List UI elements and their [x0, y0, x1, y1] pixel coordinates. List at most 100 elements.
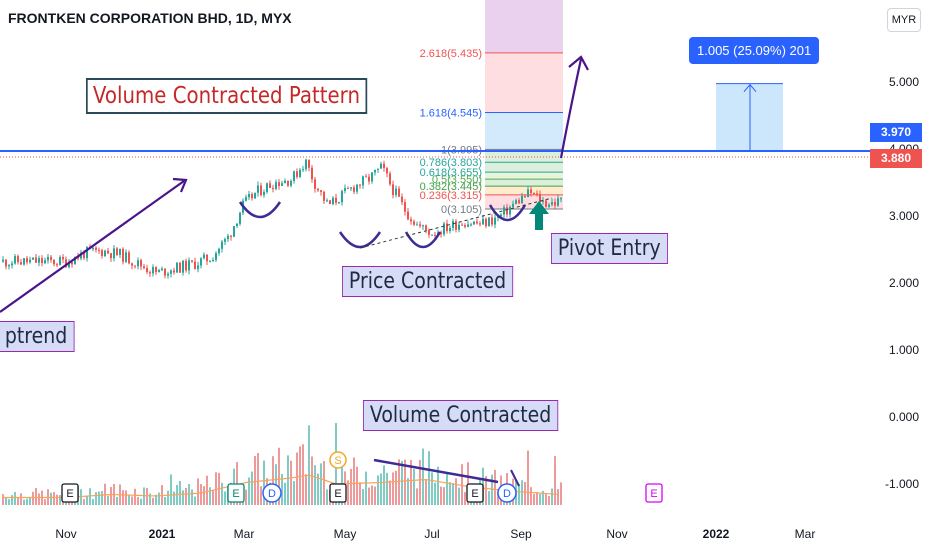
volume-bar: [89, 488, 91, 505]
volume-contracted-pattern-label: Volume Contracted Pattern: [86, 78, 367, 114]
candle-body: [332, 197, 334, 205]
volume-bar: [389, 480, 391, 505]
event-marker-label: D: [268, 488, 276, 500]
volume-bar: [188, 484, 190, 505]
candle-body: [116, 248, 118, 255]
uptrend-arrowhead: [172, 177, 188, 193]
candle-body: [446, 223, 448, 232]
volume-bar: [251, 471, 253, 505]
fib-zone: [485, 149, 563, 163]
pivot-arrow: [529, 201, 549, 230]
volume-bar: [254, 455, 256, 505]
candle-body: [455, 221, 457, 230]
candle-body: [200, 258, 202, 266]
candle-body: [452, 221, 454, 228]
fib-zone: [485, 179, 563, 187]
volume-bar: [455, 478, 457, 505]
candle-body: [548, 204, 550, 207]
volume-bar: [560, 482, 562, 505]
volume-bar: [143, 487, 145, 505]
volume-bar: [281, 473, 283, 505]
volume-bar: [125, 490, 127, 505]
volume-bar: [524, 481, 526, 505]
volume-bar: [296, 452, 298, 505]
candle-body: [350, 187, 352, 189]
volume-bar: [116, 496, 118, 505]
x-tick-label: Nov: [55, 527, 76, 541]
candle-body: [365, 176, 367, 178]
candle-body: [449, 227, 451, 232]
candle-body: [203, 254, 205, 259]
volume-bar: [497, 490, 499, 505]
event-marker-earnings: [227, 483, 245, 503]
volume-bar: [425, 479, 427, 505]
candle-body: [17, 256, 19, 263]
volume-bar: [56, 494, 58, 505]
volume-bar: [83, 499, 85, 505]
candle-body: [83, 252, 85, 259]
candle-body: [494, 217, 496, 225]
candle-body: [38, 258, 40, 263]
contraction-arc: [488, 204, 527, 222]
volume-bar: [461, 464, 463, 505]
contraction-arc: [338, 231, 382, 249]
volume-bar: [464, 492, 466, 505]
fib-level-label: 0.618(3.655): [420, 167, 482, 179]
candle-body: [158, 270, 160, 273]
volume-bar: [527, 450, 529, 505]
candle-body: [380, 163, 382, 169]
candle-body: [107, 250, 109, 254]
volume-bar: [158, 492, 160, 505]
pivot-entry-label: Pivot Entry: [551, 233, 668, 264]
candle-body: [260, 185, 262, 196]
volume-bar: [407, 478, 409, 505]
volume-bar: [290, 460, 292, 505]
candle-body: [62, 256, 64, 260]
price-tag-resistance: 3.970: [870, 123, 922, 142]
volume-bar: [419, 459, 421, 505]
candle-body: [341, 190, 343, 203]
candle-body: [140, 260, 142, 267]
candle-body: [2, 259, 4, 262]
candle-body: [434, 234, 436, 236]
volume-bar: [353, 457, 355, 505]
volume-bar: [167, 490, 169, 505]
candle-body: [467, 224, 469, 227]
candle-body: [485, 218, 487, 227]
candle-body: [173, 270, 175, 273]
candle-body: [212, 259, 214, 262]
candle-body: [542, 200, 544, 203]
volume-bar: [278, 447, 280, 505]
volume-bar: [416, 488, 418, 505]
volume-bar: [146, 487, 148, 505]
candle-body: [275, 182, 277, 190]
volume-bar: [53, 492, 55, 505]
volume-bar: [320, 463, 322, 505]
volume-bar: [371, 485, 373, 505]
volume-bar: [386, 472, 388, 505]
volume-bar: [245, 489, 247, 505]
candle-body: [533, 193, 535, 195]
price-contracted-label: Price Contracted: [342, 266, 513, 297]
candle-body: [182, 260, 184, 273]
candle-body: [359, 184, 361, 186]
currency-selector[interactable]: MYR: [887, 8, 921, 32]
candle-body: [29, 259, 31, 263]
volume-bar: [212, 490, 214, 505]
candle-body: [119, 248, 121, 255]
fib-zone: [485, 172, 563, 180]
candle-body: [521, 195, 523, 204]
candle-body: [422, 225, 424, 227]
volume-bar: [23, 499, 25, 505]
candle-body: [305, 159, 307, 170]
candle-body: [101, 250, 103, 256]
candle-body: [164, 268, 166, 276]
candle-body: [506, 207, 508, 215]
candle-body: [371, 172, 373, 182]
volume-bar: [446, 473, 448, 505]
candle-body: [266, 183, 268, 193]
x-tick-label: Jul: [424, 527, 439, 541]
volume-bar: [557, 489, 559, 505]
candle-body: [53, 259, 55, 265]
